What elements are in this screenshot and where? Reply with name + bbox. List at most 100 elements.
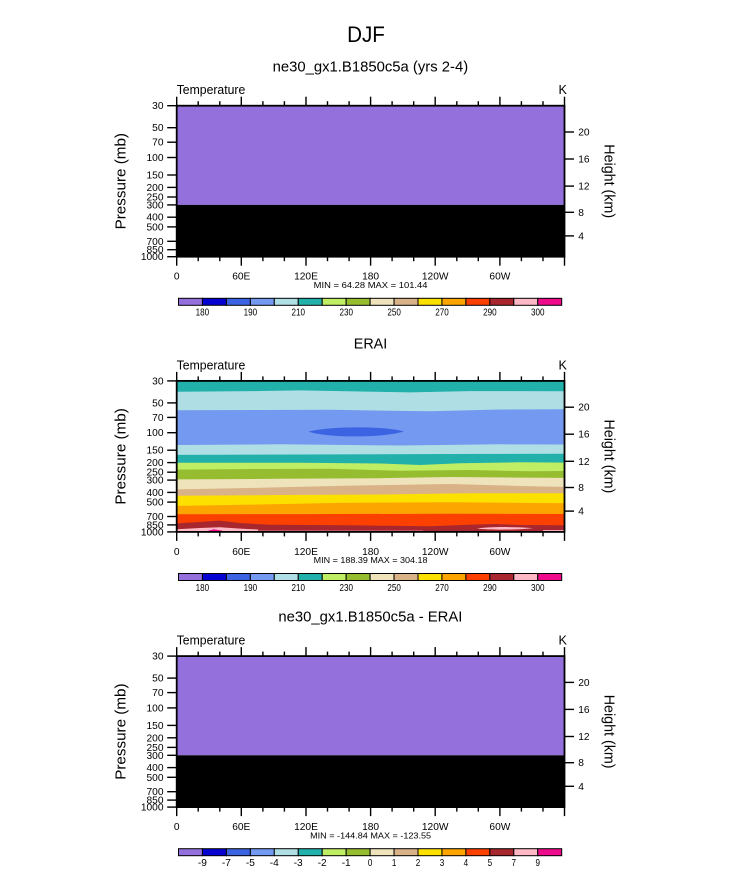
svg-text:120W: 120W: [422, 822, 449, 833]
svg-text:70: 70: [152, 413, 164, 424]
svg-text:Temperature: Temperature: [177, 634, 246, 648]
svg-text:-7: -7: [222, 858, 231, 869]
svg-text:200: 200: [147, 733, 164, 744]
svg-text:-3: -3: [294, 858, 303, 869]
svg-text:150: 150: [147, 721, 164, 732]
svg-text:500: 500: [147, 222, 164, 233]
svg-text:300: 300: [531, 583, 545, 594]
svg-text:20: 20: [578, 403, 590, 414]
svg-text:K: K: [558, 634, 567, 648]
svg-text:1: 1: [392, 858, 397, 869]
svg-text:0: 0: [174, 822, 180, 833]
svg-text:200: 200: [147, 458, 164, 469]
svg-text:50: 50: [152, 398, 164, 409]
svg-text:4: 4: [578, 782, 584, 793]
svg-text:8: 8: [578, 758, 584, 769]
svg-text:100: 100: [147, 428, 164, 439]
svg-text:250: 250: [387, 583, 401, 594]
svg-text:300: 300: [147, 751, 164, 762]
svg-text:1000: 1000: [141, 252, 164, 263]
svg-text:100: 100: [147, 153, 164, 164]
svg-text:1000: 1000: [141, 527, 164, 538]
svg-text:-2: -2: [318, 858, 327, 869]
svg-text:400: 400: [147, 763, 164, 774]
svg-text:190: 190: [244, 308, 258, 319]
svg-text:-1: -1: [342, 858, 351, 869]
svg-text:700: 700: [147, 237, 164, 248]
svg-text:-9: -9: [198, 858, 207, 869]
svg-text:3: 3: [440, 858, 445, 869]
svg-text:Pressure (mb): Pressure (mb): [114, 683, 130, 779]
svg-text:270: 270: [435, 583, 449, 594]
svg-text:30: 30: [152, 376, 164, 387]
svg-text:-4: -4: [270, 858, 279, 869]
svg-text:850: 850: [147, 520, 164, 531]
svg-text:850: 850: [147, 245, 164, 256]
svg-text:5: 5: [488, 858, 493, 869]
svg-text:290: 290: [483, 308, 497, 319]
svg-text:120E: 120E: [294, 272, 318, 283]
svg-text:16: 16: [578, 430, 590, 441]
svg-text:500: 500: [147, 773, 164, 784]
svg-text:250: 250: [147, 193, 164, 204]
svg-text:180: 180: [196, 583, 210, 594]
svg-text:210: 210: [291, 583, 305, 594]
svg-text:120E: 120E: [294, 547, 318, 558]
svg-text:Pressure (mb): Pressure (mb): [114, 408, 130, 504]
svg-text:K: K: [558, 358, 567, 372]
svg-text:60W: 60W: [489, 547, 510, 558]
svg-text:4: 4: [578, 231, 584, 242]
svg-text:230: 230: [339, 583, 353, 594]
svg-text:60E: 60E: [232, 822, 250, 833]
svg-text:300: 300: [531, 308, 545, 319]
svg-text:180: 180: [362, 822, 379, 833]
svg-text:250: 250: [147, 468, 164, 479]
svg-text:20: 20: [578, 678, 590, 689]
svg-text:700: 700: [147, 787, 164, 798]
svg-text:180: 180: [362, 272, 379, 283]
svg-text:200: 200: [147, 183, 164, 194]
svg-text:Pressure (mb): Pressure (mb): [114, 133, 130, 229]
svg-text:120E: 120E: [294, 822, 318, 833]
svg-text:190: 190: [244, 583, 258, 594]
svg-text:16: 16: [578, 705, 590, 716]
svg-text:2: 2: [416, 858, 421, 869]
svg-text:400: 400: [147, 213, 164, 224]
svg-text:Temperature: Temperature: [177, 358, 246, 372]
svg-text:60W: 60W: [489, 822, 510, 833]
svg-text:70: 70: [152, 138, 164, 149]
svg-text:4: 4: [578, 507, 584, 518]
svg-text:Height (km): Height (km): [601, 695, 617, 769]
svg-text:12: 12: [578, 182, 590, 193]
svg-text:8: 8: [578, 483, 584, 494]
svg-text:230: 230: [339, 308, 353, 319]
svg-text:50: 50: [152, 123, 164, 134]
svg-text:16: 16: [578, 155, 590, 166]
svg-text:MIN = 188.39 MAX = 304.18: MIN = 188.39 MAX = 304.18: [314, 555, 428, 565]
svg-text:60W: 60W: [489, 272, 510, 283]
svg-text:290: 290: [483, 583, 497, 594]
svg-text:120W: 120W: [422, 547, 449, 558]
svg-text:Temperature: Temperature: [177, 83, 246, 97]
svg-text:7: 7: [512, 858, 517, 869]
svg-text:MIN = 64.28 MAX = 101.44: MIN = 64.28 MAX = 101.44: [314, 280, 428, 290]
svg-text:ERAI: ERAI: [354, 337, 388, 353]
svg-text:210: 210: [291, 308, 305, 319]
svg-text:8: 8: [578, 208, 584, 219]
svg-text:700: 700: [147, 512, 164, 523]
svg-text:12: 12: [578, 457, 590, 468]
svg-text:850: 850: [147, 796, 164, 807]
svg-text:4: 4: [464, 858, 469, 869]
svg-text:Height (km): Height (km): [601, 144, 617, 218]
svg-text:60E: 60E: [232, 272, 250, 283]
svg-text:60E: 60E: [232, 547, 250, 558]
svg-text:150: 150: [147, 446, 164, 457]
svg-text:MIN = -144.84 MAX = -123.55: MIN = -144.84 MAX = -123.55: [310, 830, 431, 840]
svg-text:180: 180: [196, 308, 210, 319]
svg-text:9: 9: [536, 858, 541, 869]
svg-text:300: 300: [147, 476, 164, 487]
svg-text:20: 20: [578, 128, 590, 139]
svg-text:50: 50: [152, 674, 164, 685]
svg-text:DJF: DJF: [347, 22, 385, 47]
svg-text:120W: 120W: [422, 272, 449, 283]
